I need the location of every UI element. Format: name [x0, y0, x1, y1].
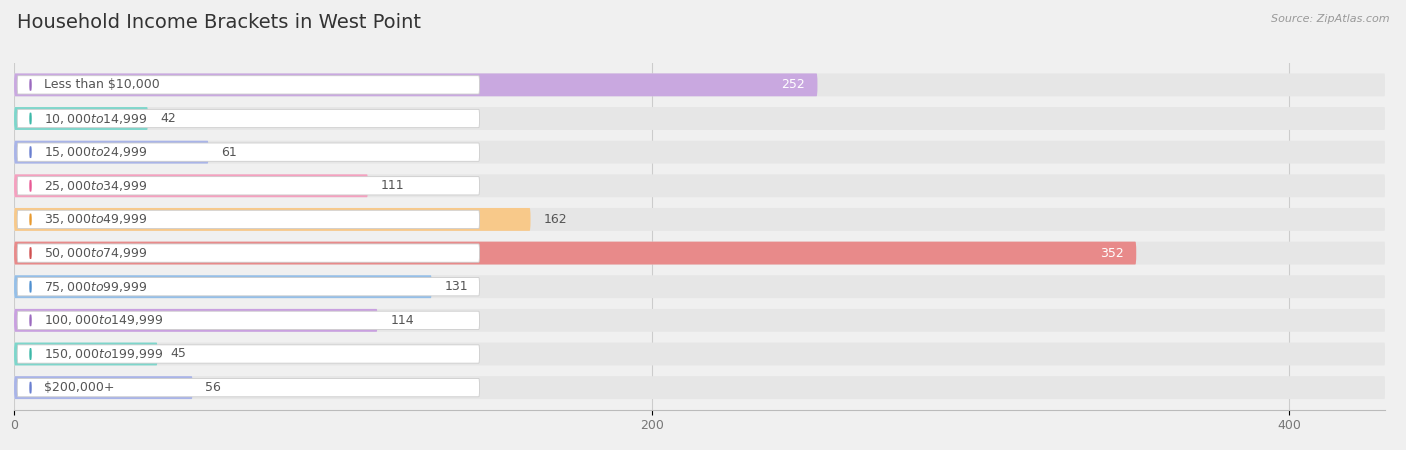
Text: 111: 111: [381, 179, 405, 192]
FancyBboxPatch shape: [14, 309, 1385, 332]
Text: $200,000+: $200,000+: [44, 381, 114, 394]
Text: Household Income Brackets in West Point: Household Income Brackets in West Point: [17, 14, 420, 32]
FancyBboxPatch shape: [14, 73, 817, 96]
FancyBboxPatch shape: [14, 73, 1385, 96]
Text: 252: 252: [780, 78, 804, 91]
Text: $100,000 to $149,999: $100,000 to $149,999: [44, 313, 163, 327]
FancyBboxPatch shape: [14, 174, 368, 197]
FancyBboxPatch shape: [17, 345, 479, 363]
Text: $50,000 to $74,999: $50,000 to $74,999: [44, 246, 148, 260]
FancyBboxPatch shape: [14, 309, 377, 332]
Text: $15,000 to $24,999: $15,000 to $24,999: [44, 145, 148, 159]
FancyBboxPatch shape: [14, 342, 1385, 365]
Text: 114: 114: [391, 314, 413, 327]
Text: $25,000 to $34,999: $25,000 to $34,999: [44, 179, 148, 193]
FancyBboxPatch shape: [17, 210, 479, 229]
FancyBboxPatch shape: [14, 208, 1385, 231]
FancyBboxPatch shape: [17, 177, 479, 195]
FancyBboxPatch shape: [14, 342, 157, 365]
FancyBboxPatch shape: [17, 143, 479, 161]
Text: 56: 56: [205, 381, 221, 394]
Text: $10,000 to $14,999: $10,000 to $14,999: [44, 112, 148, 126]
Text: $75,000 to $99,999: $75,000 to $99,999: [44, 280, 148, 294]
FancyBboxPatch shape: [14, 376, 193, 399]
Text: 45: 45: [170, 347, 186, 360]
FancyBboxPatch shape: [14, 107, 148, 130]
FancyBboxPatch shape: [14, 275, 432, 298]
FancyBboxPatch shape: [14, 141, 1385, 164]
Text: $35,000 to $49,999: $35,000 to $49,999: [44, 212, 148, 226]
FancyBboxPatch shape: [17, 76, 479, 94]
Text: 42: 42: [160, 112, 177, 125]
FancyBboxPatch shape: [14, 242, 1385, 265]
Text: 352: 352: [1099, 247, 1123, 260]
FancyBboxPatch shape: [14, 376, 1385, 399]
FancyBboxPatch shape: [17, 278, 479, 296]
FancyBboxPatch shape: [17, 378, 479, 397]
FancyBboxPatch shape: [14, 141, 208, 164]
FancyBboxPatch shape: [17, 244, 479, 262]
Text: 162: 162: [543, 213, 567, 226]
Text: Less than $10,000: Less than $10,000: [44, 78, 159, 91]
FancyBboxPatch shape: [17, 311, 479, 329]
FancyBboxPatch shape: [14, 275, 1385, 298]
FancyBboxPatch shape: [17, 109, 479, 128]
FancyBboxPatch shape: [14, 107, 1385, 130]
FancyBboxPatch shape: [14, 174, 1385, 197]
Text: 131: 131: [444, 280, 468, 293]
Text: 61: 61: [221, 146, 238, 159]
FancyBboxPatch shape: [14, 242, 1136, 265]
Text: $150,000 to $199,999: $150,000 to $199,999: [44, 347, 163, 361]
Text: Source: ZipAtlas.com: Source: ZipAtlas.com: [1271, 14, 1389, 23]
FancyBboxPatch shape: [14, 208, 530, 231]
